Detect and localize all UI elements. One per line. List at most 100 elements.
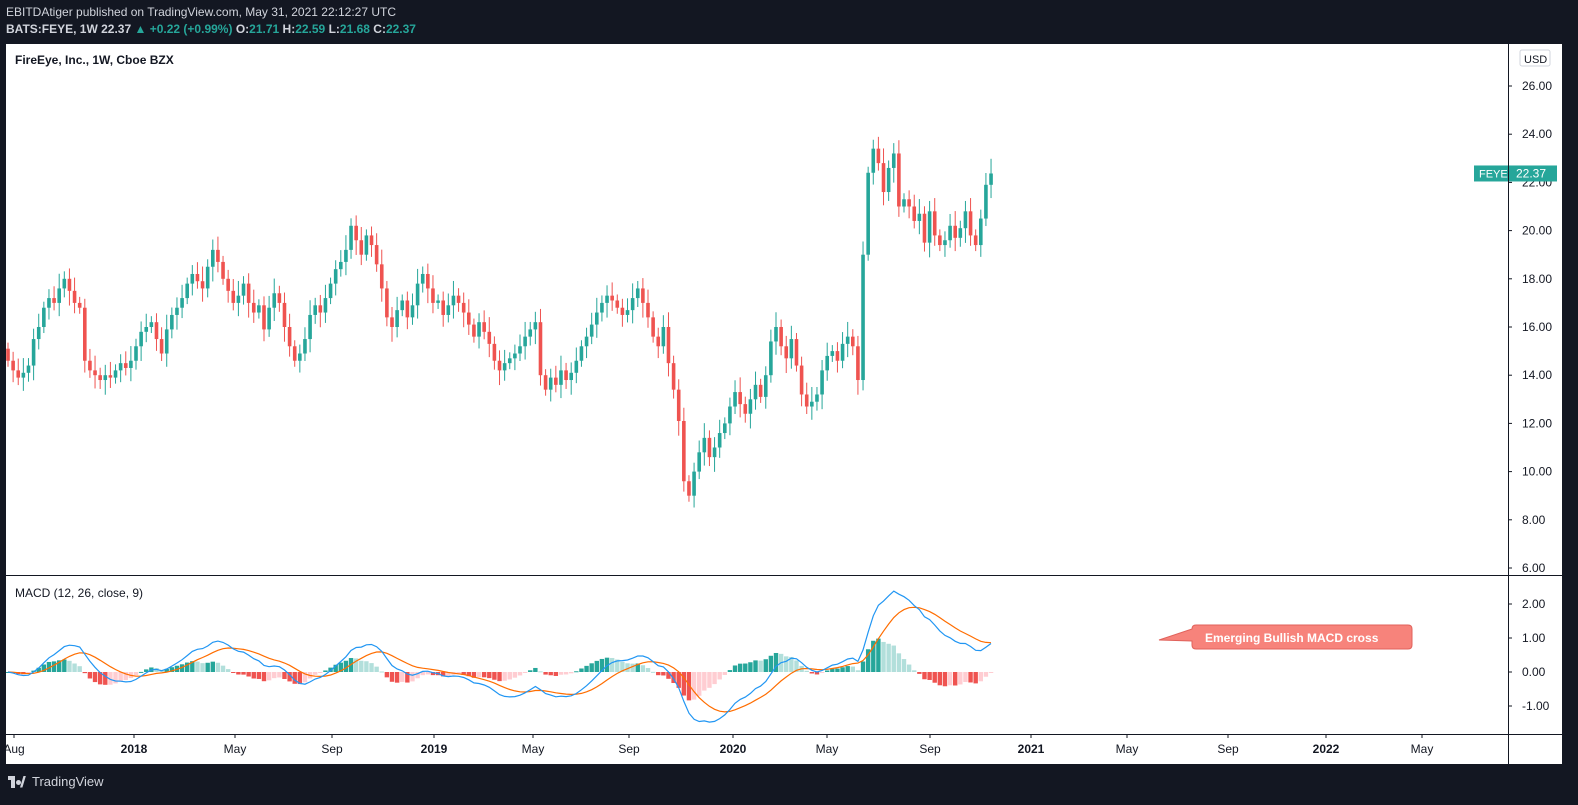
macd-line bbox=[7, 590, 992, 723]
macd-histogram-bar bbox=[819, 672, 825, 673]
candle-body bbox=[518, 346, 522, 354]
macd-histogram-bar bbox=[292, 672, 297, 684]
chart-area[interactable]: 6.00 8.00 10.00 12.00 14.00 16.00 18.00 20.00 22… bbox=[3, 44, 1562, 764]
macd-histogram-bar bbox=[72, 663, 77, 672]
candle-body bbox=[728, 406, 732, 424]
macd-title: MACD (12, 26, close, 9) bbox=[15, 586, 143, 600]
macd-histogram-bar bbox=[691, 672, 697, 700]
macd-histogram-bar bbox=[953, 672, 958, 686]
macd-histogram-bar bbox=[236, 672, 241, 675]
macd-histogram-bar bbox=[302, 672, 308, 683]
last-price-label: 22.37 bbox=[1516, 166, 1546, 180]
macd-histogram-bar bbox=[282, 672, 287, 679]
macd-histogram-bar bbox=[876, 638, 881, 672]
candle-body bbox=[482, 322, 486, 332]
candle-body bbox=[236, 295, 241, 303]
macd-histogram-bar bbox=[512, 672, 518, 678]
high-label: H: bbox=[282, 22, 296, 36]
macd-histogram-bar bbox=[517, 672, 523, 676]
macd-histogram-bar bbox=[702, 672, 707, 691]
macd-histogram-bar bbox=[36, 667, 41, 672]
candle-body bbox=[221, 261, 225, 279]
macd-histogram-bar bbox=[87, 672, 93, 679]
macd-histogram-bar bbox=[850, 666, 855, 672]
candle-body bbox=[277, 293, 282, 303]
macd-histogram-bar bbox=[881, 641, 886, 672]
price-tick-label: 20.00 bbox=[1522, 224, 1552, 238]
macd-histogram-bar bbox=[466, 672, 471, 677]
macd-histogram-bar bbox=[118, 672, 123, 682]
open-value: 21.71 bbox=[249, 22, 280, 36]
candle-body bbox=[589, 324, 594, 337]
macd-histogram-bar bbox=[471, 672, 477, 678]
candle-body bbox=[671, 363, 676, 390]
macd-histogram-bar bbox=[727, 670, 733, 672]
low-value: 21.68 bbox=[339, 22, 370, 36]
candle-body bbox=[385, 288, 389, 318]
candle-body bbox=[159, 339, 164, 354]
macd-histogram-bar bbox=[410, 672, 415, 682]
macd-histogram-bar bbox=[405, 672, 410, 683]
candle-body bbox=[615, 300, 620, 308]
macd-histogram-bar bbox=[379, 671, 384, 673]
macd-histogram-bar bbox=[502, 672, 507, 681]
macd-histogram-bar bbox=[645, 668, 651, 672]
time-tick-label: May bbox=[1411, 742, 1434, 756]
macd-histogram-bar bbox=[906, 664, 912, 672]
macd-histogram-bar bbox=[364, 661, 369, 672]
candle-body bbox=[630, 298, 635, 311]
macd-histogram-bar bbox=[609, 657, 615, 672]
change-value: +0.22 (+0.99%) bbox=[149, 22, 233, 36]
macd-histogram-bar bbox=[41, 664, 47, 672]
price-tick-label: 8.00 bbox=[1522, 513, 1546, 527]
candle-body bbox=[948, 225, 952, 241]
macd-histogram-bar bbox=[707, 672, 712, 688]
candle-body bbox=[528, 329, 533, 337]
candle-body bbox=[927, 211, 932, 243]
macd-signal-line bbox=[7, 606, 992, 713]
candle-body bbox=[441, 300, 445, 315]
macd-histogram-bar bbox=[784, 656, 789, 672]
candle-body bbox=[620, 307, 625, 315]
macd-histogram-bar bbox=[123, 672, 128, 681]
candle-body bbox=[6, 348, 10, 361]
candle-body bbox=[984, 184, 988, 219]
candle-body bbox=[241, 283, 246, 296]
candle-body bbox=[656, 336, 661, 347]
macd-histogram-bar bbox=[200, 663, 205, 672]
candle-body bbox=[702, 437, 707, 453]
change-arrow-icon: ▲ bbox=[134, 22, 147, 36]
macd-histogram-bar bbox=[753, 660, 758, 672]
macd-histogram-bar bbox=[574, 671, 579, 673]
close-value: 22.37 bbox=[385, 22, 416, 36]
chart-canvas[interactable]: 6.00 8.00 10.00 12.00 14.00 16.00 18.00 20.00 22… bbox=[3, 44, 1562, 764]
candle-body bbox=[318, 305, 323, 313]
macd-histogram-bar bbox=[748, 662, 753, 672]
candle-body bbox=[134, 346, 138, 361]
macd-histogram-bar bbox=[169, 667, 175, 672]
candle-body bbox=[175, 307, 179, 315]
candle-body bbox=[170, 314, 174, 330]
macd-histogram-bar bbox=[845, 666, 850, 672]
macd-histogram-bar bbox=[896, 653, 902, 672]
candle-body bbox=[287, 327, 292, 347]
macd-histogram-bar bbox=[333, 664, 338, 672]
candle-body bbox=[420, 273, 425, 284]
symbol-label: BATS:FEYE, 1W bbox=[6, 22, 98, 36]
candle-body bbox=[200, 281, 205, 289]
candle-body bbox=[523, 336, 527, 347]
footer-brand[interactable]: TradingView bbox=[8, 774, 104, 789]
macd-histogram-bar bbox=[901, 659, 907, 672]
candle-body bbox=[953, 225, 957, 238]
candle-body bbox=[507, 358, 512, 364]
candle-body bbox=[303, 339, 307, 354]
macd-histogram-bar bbox=[569, 672, 574, 674]
candle-body bbox=[364, 235, 369, 255]
candle-body bbox=[379, 264, 384, 289]
candle-body bbox=[779, 327, 783, 347]
candle-body bbox=[646, 302, 650, 318]
candle-body bbox=[42, 307, 46, 327]
last-price: 22.37 bbox=[101, 22, 132, 36]
time-tick-label: 2018 bbox=[121, 742, 148, 756]
macd-histogram-bar bbox=[430, 672, 436, 676]
